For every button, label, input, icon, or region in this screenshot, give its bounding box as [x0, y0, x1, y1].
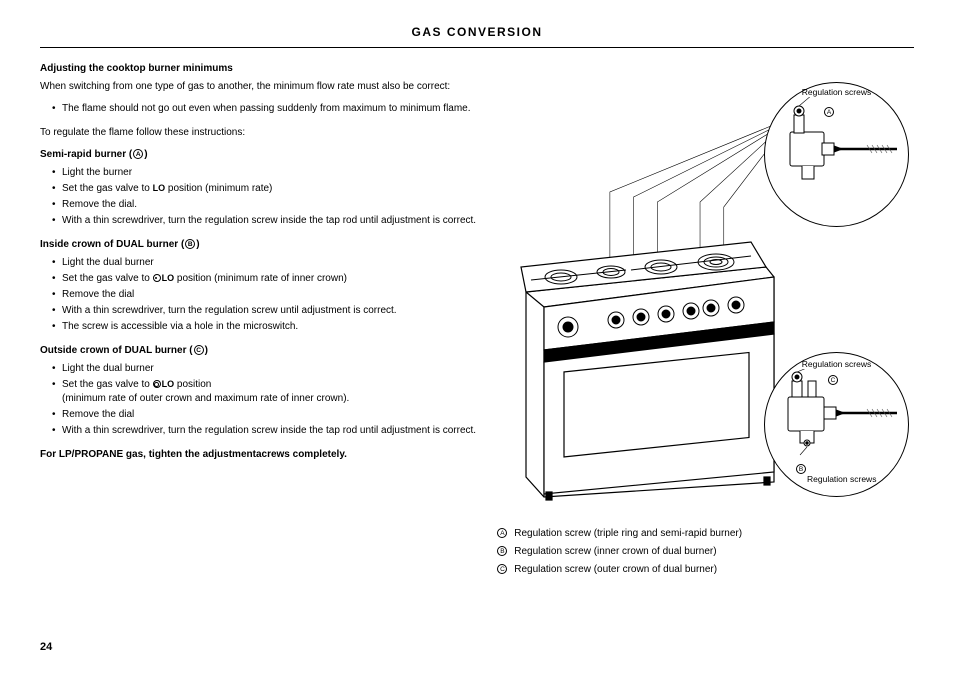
outer-2-pre: Set the gas valve to: [62, 379, 153, 390]
lp-note: For LP/PROPANE gas, tighten the adjustme…: [40, 448, 478, 462]
legend-a-text: Regulation screw (triple ring and semi-r…: [514, 528, 742, 539]
outer-item-2: Set the gas valve to LO position (minimu…: [52, 378, 478, 406]
callout-top-svg: [772, 97, 902, 202]
outer-lo: LO: [162, 378, 175, 391]
heading-semi-text: Semi-rapid burner (: [40, 149, 132, 160]
lo-dot-icon: LO: [153, 272, 175, 285]
inner-lo: LO: [162, 272, 175, 285]
legend-row-a: A Regulation screw (triple ring and semi…: [496, 527, 914, 541]
legend-row-b: B Regulation screw (inner crown of dual …: [496, 545, 914, 559]
page-title: GAS CONVERSION: [40, 24, 914, 41]
heading-inner-text: Inside crown of DUAL burner (: [40, 239, 184, 250]
inner-item-3: Remove the dial: [52, 288, 478, 302]
legend-c-icon: C: [497, 564, 507, 574]
heading-outer-close: ): [205, 345, 208, 356]
heading-outer: Outside crown of DUAL burner (C): [40, 344, 478, 358]
callout-bottom-letter-b-icon: B: [796, 464, 806, 474]
callout-bottom: Regulation screws: [764, 352, 909, 497]
outer-2-line2: (minimum rate of outer crown and maximum…: [62, 393, 349, 404]
intro-bullets: The flame should not go out even when pa…: [40, 102, 478, 116]
outer-item-1: Light the dual burner: [52, 362, 478, 376]
lo-ring-icon: LO: [153, 378, 175, 391]
stove-illustration: [516, 222, 786, 502]
lo-label: LO: [153, 183, 166, 193]
legend-a-icon: A: [497, 528, 507, 538]
heading-inner-close: ): [196, 239, 199, 250]
heading-outer-text: Outside crown of DUAL burner (: [40, 345, 193, 356]
inner-item-1: Light the dual burner: [52, 256, 478, 270]
semi-item-1: Light the burner: [52, 166, 478, 180]
callout-top: Regulation screws: [764, 82, 909, 227]
outer-item-3: Remove the dial: [52, 408, 478, 422]
diagram-area: Regulation screws: [496, 62, 914, 517]
legend-c-text: Regulation screw (outer crown of dual bu…: [514, 564, 717, 575]
heading-semi-close: ): [144, 149, 147, 160]
callout-bottom-letter-c-icon: C: [828, 375, 838, 385]
inner-2-pre: Set the gas valve to: [62, 273, 153, 284]
outer-list: Light the dual burner Set the gas valve …: [40, 362, 478, 438]
circled-c-icon: C: [194, 345, 204, 355]
outer-2-post: position: [174, 379, 211, 390]
callout-top-letter-icon: A: [824, 107, 834, 117]
callout-bottom-label1: Regulation screws: [765, 359, 908, 369]
left-column: Adjusting the cooktop burner minimums Wh…: [40, 62, 478, 582]
right-column: Regulation screws: [496, 62, 914, 582]
semi-list: Light the burner Set the gas valve to LO…: [40, 166, 478, 228]
legend: A Regulation screw (triple ring and semi…: [496, 527, 914, 577]
callout-bottom-label2: Regulation screws: [807, 474, 876, 484]
legend-b-icon: B: [497, 546, 507, 556]
semi-item-3: Remove the dial.: [52, 198, 478, 212]
content-columns: Adjusting the cooktop burner minimums Wh…: [40, 62, 914, 582]
inner-item-5: The screw is accessible via a hole in th…: [52, 320, 478, 334]
semi-2-pre: Set the gas valve to: [62, 183, 153, 194]
callout-top-label: Regulation screws: [765, 87, 908, 97]
intro-para: When switching from one type of gas to a…: [40, 80, 478, 94]
inner-list: Light the dual burner Set the gas valve …: [40, 256, 478, 334]
circled-a-icon: A: [133, 149, 143, 159]
inner-2-post: position (minimum rate of inner crown): [174, 273, 347, 284]
title-rule: [40, 47, 914, 48]
heading-inner: Inside crown of DUAL burner (B): [40, 238, 478, 252]
inner-item-4: With a thin screwdriver, turn the regula…: [52, 304, 478, 318]
regulate-para: To regulate the flame follow these instr…: [40, 126, 478, 140]
legend-row-c: C Regulation screw (outer crown of dual …: [496, 563, 914, 577]
heading-semi: Semi-rapid burner (A): [40, 148, 478, 162]
page-number: 24: [40, 640, 52, 655]
outer-item-4: With a thin screwdriver, turn the regula…: [52, 424, 478, 438]
intro-bullet-1: The flame should not go out even when pa…: [52, 102, 478, 116]
legend-b-text: Regulation screw (inner crown of dual bu…: [514, 546, 716, 557]
heading-adjusting: Adjusting the cooktop burner minimums: [40, 62, 478, 76]
semi-item-4: With a thin screwdriver, turn the regula…: [52, 214, 478, 228]
inner-item-2: Set the gas valve to LO position (minimu…: [52, 272, 478, 286]
semi-item-2: Set the gas valve to LO position (minimu…: [52, 182, 478, 196]
circled-b-icon: B: [185, 239, 195, 249]
semi-2-post: position (minimum rate): [165, 183, 272, 194]
